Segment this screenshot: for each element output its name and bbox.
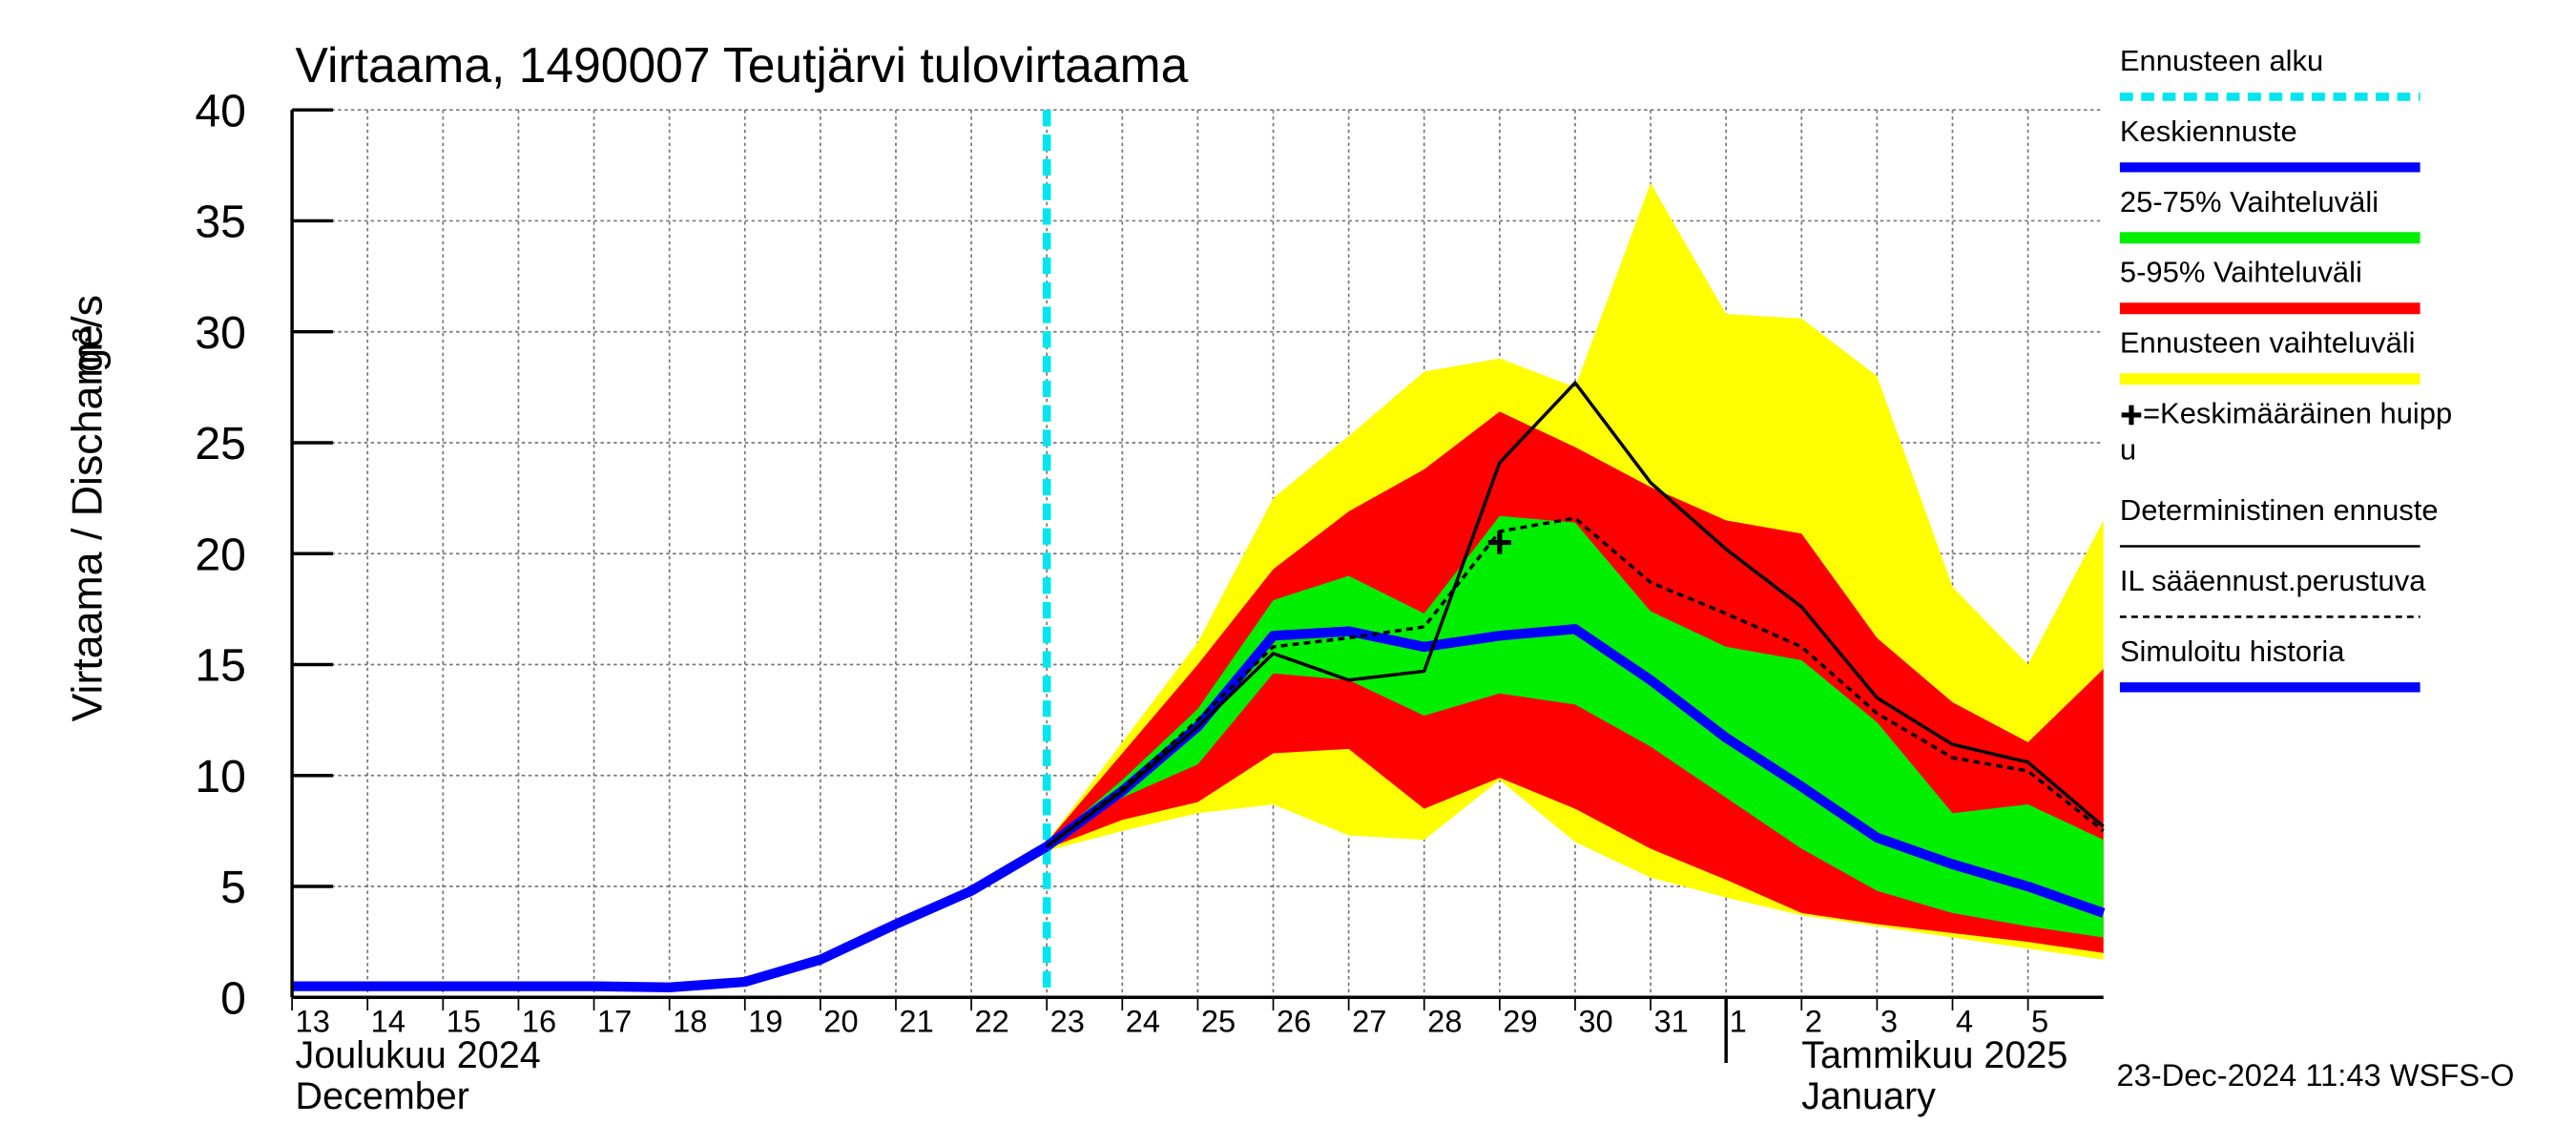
y-tick-label: 40 [195,85,246,136]
line [1046,516,2105,848]
month-label: Joulukuu 2024 [296,1034,541,1076]
legend-label: =Keskimääräinen huipp [2143,397,2452,430]
y-tick-label: 10 [195,751,246,802]
x-tick-label: 18 [673,1003,707,1038]
x-tick-label: 14 [371,1003,405,1038]
x-tick-label: 17 [597,1003,632,1038]
x-tick-label: 22 [975,1003,1009,1038]
y-tick-label: 30 [195,307,246,359]
line [1046,381,2105,848]
x-tick-label: 4 [1956,1003,1973,1038]
legend-label: 25-75% Vaihteluväli [2120,185,2379,219]
legend-label: Keskiennuste [2120,114,2297,148]
chart-title: Virtaama, 1490007 Teutjärvi tulovirtaama [296,37,1189,93]
legend-label: 5-95% Vaihteluväli [2120,256,2362,289]
band [1047,515,2104,938]
y-axis-unit: m³/s [65,295,112,378]
x-tick-label: 24 [1126,1003,1160,1038]
legend-label: IL sääennust.perustuva [2120,564,2426,597]
x-tick-label: 2 [1805,1003,1822,1038]
x-tick-label: 27 [1352,1003,1386,1038]
month-label: Tammikuu 2025 [1801,1034,2067,1076]
peak-marker [1487,531,1511,554]
x-tick-label: 28 [1427,1003,1462,1038]
x-tick-label: 21 [899,1003,933,1038]
legend-marker [2121,405,2142,426]
legend-label: Deterministinen ennuste [2120,493,2439,527]
x-tick-label: 1 [1730,1003,1747,1038]
y-tick-label: 15 [195,640,246,692]
x-tick-label: 26 [1277,1003,1311,1038]
legend-label: Ennusteen alku [2120,44,2323,77]
line [292,842,1049,992]
x-tick-label: 19 [748,1003,782,1038]
y-tick-label: 25 [195,418,246,469]
legend-label: u [2120,432,2136,466]
y-tick-label: 20 [195,529,246,580]
y-tick-label: 0 [220,972,246,1024]
x-tick-label: 23 [1050,1003,1085,1038]
y-tick-label: 5 [220,862,246,913]
x-tick-label: 13 [296,1003,330,1038]
legend-label: Simuloitu historia [2120,635,2345,668]
x-tick-label: 31 [1654,1003,1689,1038]
y-tick-label: 35 [195,197,246,248]
x-tick-label: 30 [1578,1003,1612,1038]
x-tick-label: 16 [522,1003,556,1038]
x-tick-label: 5 [2031,1003,2048,1038]
x-tick-label: 3 [1880,1003,1898,1038]
y-axis-label: Virtaama / Discharge [65,324,112,721]
month-label: January [1801,1075,1936,1117]
x-tick-label: 15 [447,1003,481,1038]
timestamp: 23-Dec-2024 11:43 WSFS-O [2116,1057,2514,1093]
legend-label: Ennusteen vaihteluväli [2120,326,2416,360]
x-tick-label: 25 [1201,1003,1236,1038]
month-label: December [296,1075,469,1117]
x-tick-label: 20 [823,1003,858,1038]
x-tick-label: 29 [1503,1003,1537,1038]
